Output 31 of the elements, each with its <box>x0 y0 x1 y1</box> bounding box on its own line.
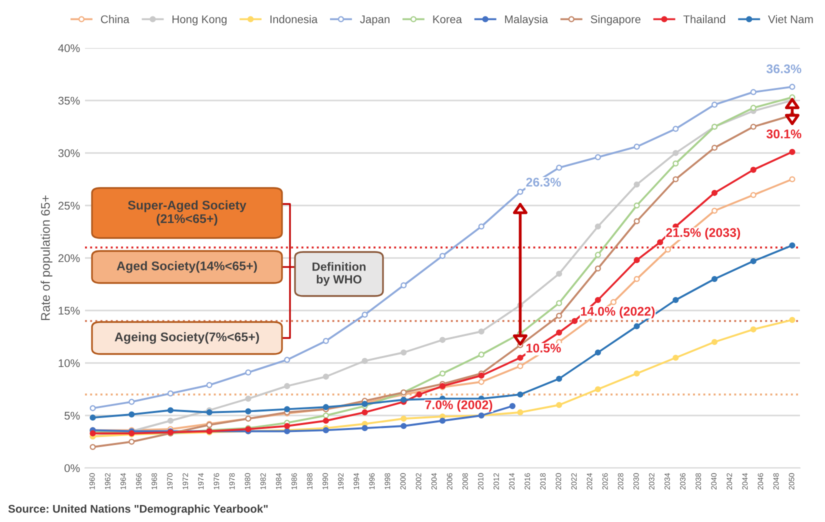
annotation: Ageing Society(7%<65+) <box>114 332 259 344</box>
legend-label: Korea <box>433 15 462 24</box>
y-tick-label: 40% <box>58 44 80 52</box>
legend-label: Malaysia <box>505 15 548 26</box>
legend-label: Hong Kong <box>172 15 227 26</box>
legend-label: Thailand <box>683 15 726 24</box>
annotation: 30.1% <box>766 130 802 138</box>
y-tick-label: 35% <box>58 96 80 105</box>
annotation: 36.3% <box>766 64 802 74</box>
annotation: 7.0% (2002) <box>425 400 492 412</box>
annotation: 10.5% <box>526 344 561 352</box>
annotation: Super-Aged Society (21%<65+) <box>128 200 246 226</box>
legend-label: China <box>100 15 130 24</box>
legend-label: Singapore <box>590 15 640 26</box>
y-tick-label: 30% <box>58 149 80 158</box>
annotation: 21.5% (2033) <box>666 228 740 240</box>
annotation: 14.0% (2022) <box>580 306 655 318</box>
source-note: Source: United Nations "Demographic Yearbook" <box>8 504 268 515</box>
annotation: Aged Society(14%<65+) <box>116 261 257 273</box>
annotation: 26.3% <box>526 178 561 187</box>
annotation: Definition by WHO <box>312 262 366 286</box>
y-tick-label: 20% <box>58 254 80 262</box>
y-tick-label: 10% <box>58 359 80 368</box>
y-tick-label: 25% <box>58 202 80 210</box>
legend-label: Japan <box>360 15 390 26</box>
legend-label: Viet Nam <box>768 15 813 24</box>
y-tick-label: 15% <box>58 306 80 315</box>
y-tick-label: 5% <box>64 412 80 420</box>
legend-label: Indonesia <box>270 15 318 24</box>
y-tick-label: 0% <box>64 464 80 472</box>
y-axis-title: Rate of population 65+ <box>40 196 52 320</box>
